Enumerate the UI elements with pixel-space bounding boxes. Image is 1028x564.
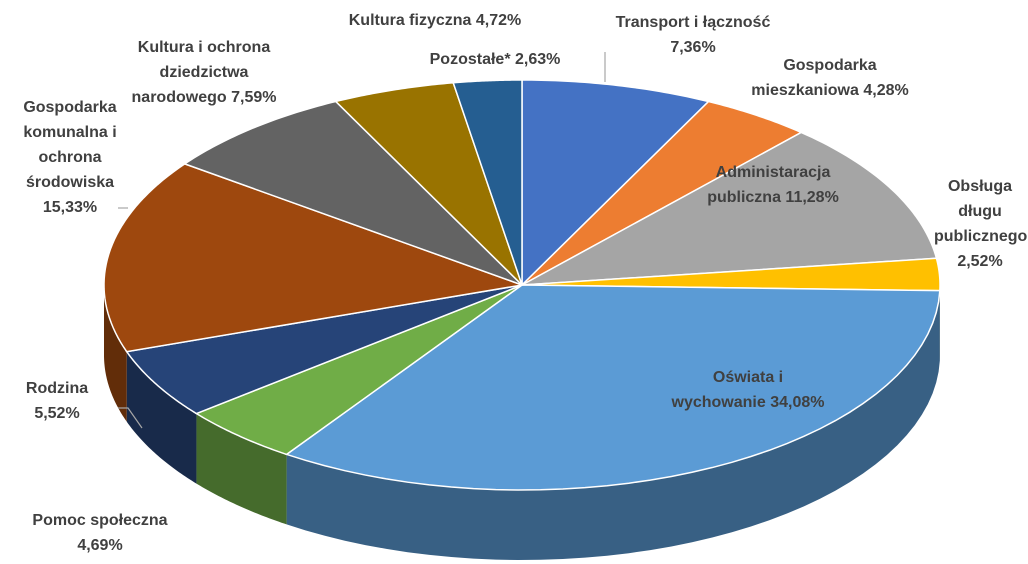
data-label: Gospodarka komunalna i ochrona środowisk… [15, 95, 125, 220]
category-label: Gospodarka komunalna i ochrona środowisk… [23, 99, 117, 191]
data-label: Gospodarka mieszkaniowa 4,28% [735, 53, 925, 103]
slice-side [196, 413, 287, 525]
category-label: Pomoc społeczna [32, 512, 168, 529]
leader-line [118, 407, 143, 429]
data-label: Transport i łączność 7,36% [603, 10, 783, 60]
slice [125, 284, 523, 415]
data-label: Oświata i wychowanie 34,08% [668, 365, 828, 415]
value-label: 2,63% [515, 51, 561, 68]
category-label: Rodzina [25, 380, 89, 397]
slice [452, 79, 523, 286]
category-label: Administaracja publiczna [707, 164, 831, 206]
data-label: Rodzina 5,52% [17, 376, 97, 426]
category-label: Kultura fizyczna [348, 12, 472, 29]
leader-lines [118, 52, 606, 429]
value-label: 4,69% [77, 537, 123, 554]
value-label: 11,28% [785, 189, 839, 206]
category-label: Gospodarka mieszkaniowa [751, 57, 877, 99]
category-label: Kultura i ochrona dziedzictwa narodowego [131, 39, 271, 106]
slice [521, 257, 941, 292]
slice [521, 100, 803, 286]
slice [521, 79, 710, 287]
category-label: Transport i łączność [615, 14, 771, 31]
slice [194, 284, 523, 456]
data-label: Kultura fizyczna 4,72% [305, 8, 565, 33]
value-label: 4,28% [863, 82, 909, 99]
slice [103, 163, 525, 353]
data-label: Pozostałe* 2,63% [410, 47, 580, 72]
value-label: 2,52% [957, 253, 1003, 270]
data-label: Obsługa długu publicznego 2,52% [934, 174, 1028, 274]
slice [521, 131, 938, 286]
slice-side [286, 290, 940, 560]
data-label: Kultura i ochrona dziedzictwa narodowego… [124, 35, 284, 110]
slice [284, 284, 941, 491]
category-label: Oświata i wychowanie [671, 369, 784, 411]
value-label: 7,59% [231, 89, 277, 106]
category-label: Obsługa długu publicznego [934, 178, 1028, 245]
data-label: Administaracja publiczna 11,28% [683, 160, 863, 210]
value-label: 34,08% [770, 394, 825, 411]
category-label: Pozostałe* [429, 51, 511, 68]
value-label: 7,36% [670, 39, 716, 56]
value-label: 15,33% [42, 199, 98, 216]
slice [334, 81, 523, 286]
value-label: 5,52% [34, 405, 80, 422]
slice [183, 100, 523, 286]
value-label: 4,72% [475, 12, 522, 29]
data-label: Pomoc społeczna 4,69% [20, 508, 180, 558]
slice-side [126, 351, 197, 484]
